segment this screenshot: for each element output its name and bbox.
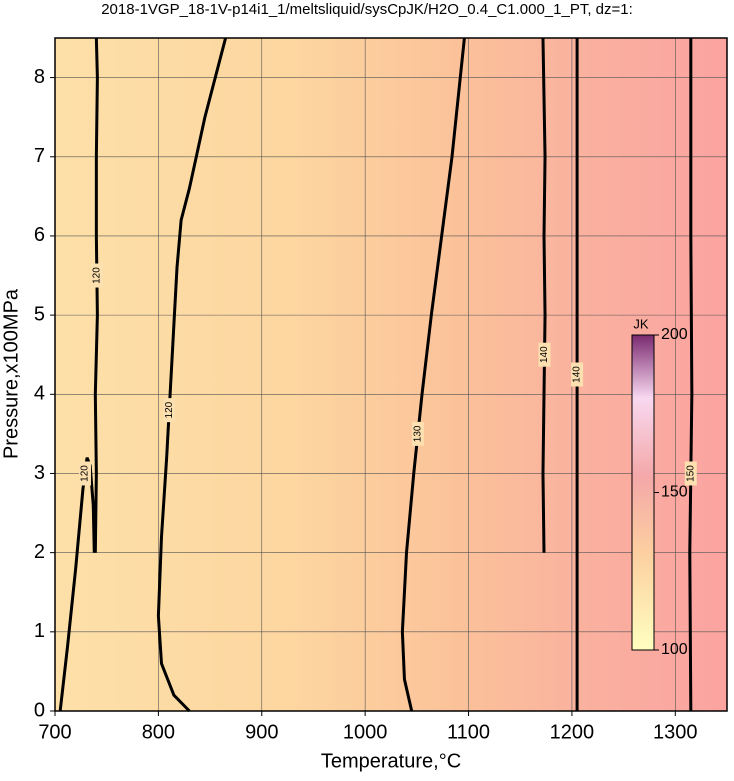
colorbar-tick-label: 100 [661, 641, 688, 658]
contour-label: 150 [685, 465, 696, 482]
x-tick-label: 700 [38, 721, 71, 743]
chart-title: 2018-1VGP_18-1V-p14i1_1/meltsliquid/sysC… [101, 1, 633, 18]
y-tick-label: 7 [34, 145, 45, 167]
contour-label-bg [90, 263, 103, 288]
plot-frame [54, 37, 728, 712]
contours: 120 120 120 130 140 140 150 [58, 37, 697, 713]
contour-label: 140 [572, 366, 583, 383]
y-tick-label: 4 [34, 383, 45, 405]
contour-label-bg [411, 421, 424, 446]
contour-label-bg [571, 362, 584, 387]
y-tick-label: 5 [34, 303, 45, 325]
x-axis-label: Temperature,°C [321, 750, 461, 772]
contour-label: 130 [413, 425, 424, 442]
y-tick-label: 0 [34, 699, 45, 721]
y-tick-label: 6 [34, 224, 45, 246]
contour-line [688, 38, 694, 712]
colorbar-label: JK [633, 316, 649, 331]
x-tick-label: 800 [142, 721, 175, 743]
contour-label-bg [78, 461, 91, 486]
axes: 700 800 900 1000 1100 1200 1300 0 1 2 3 4 5 6 7 8 100 150… [34, 66, 698, 743]
colorbar [631, 334, 655, 651]
contour-line [541, 37, 547, 553]
x-tick-label: 900 [245, 721, 278, 743]
plot-background [55, 38, 727, 711]
contour-label: 120 [164, 401, 175, 418]
x-tick-label: 1300 [653, 721, 698, 743]
y-tick-label: 2 [34, 541, 45, 563]
colorbar-tick-label: 200 [661, 326, 688, 343]
y-tick-label: 8 [34, 66, 45, 88]
contour-label: 140 [539, 346, 550, 363]
x-tick-label: 1200 [550, 721, 595, 743]
contour-label: 120 [80, 465, 91, 482]
contour-line [93, 37, 99, 553]
contour-label: 120 [92, 267, 103, 284]
contour-label-bg [538, 342, 551, 367]
contour-label-bg [684, 461, 697, 486]
contour-label-bg [163, 398, 176, 423]
x-tick-label: 1100 [447, 721, 490, 743]
colorbar-tick-label: 150 [661, 484, 688, 501]
y-tick-label: 3 [34, 462, 45, 484]
y-tick-label: 1 [34, 620, 45, 642]
x-tick-label: 1000 [343, 721, 388, 743]
y-axis-label: Pressure,x100MPa [0, 288, 22, 459]
